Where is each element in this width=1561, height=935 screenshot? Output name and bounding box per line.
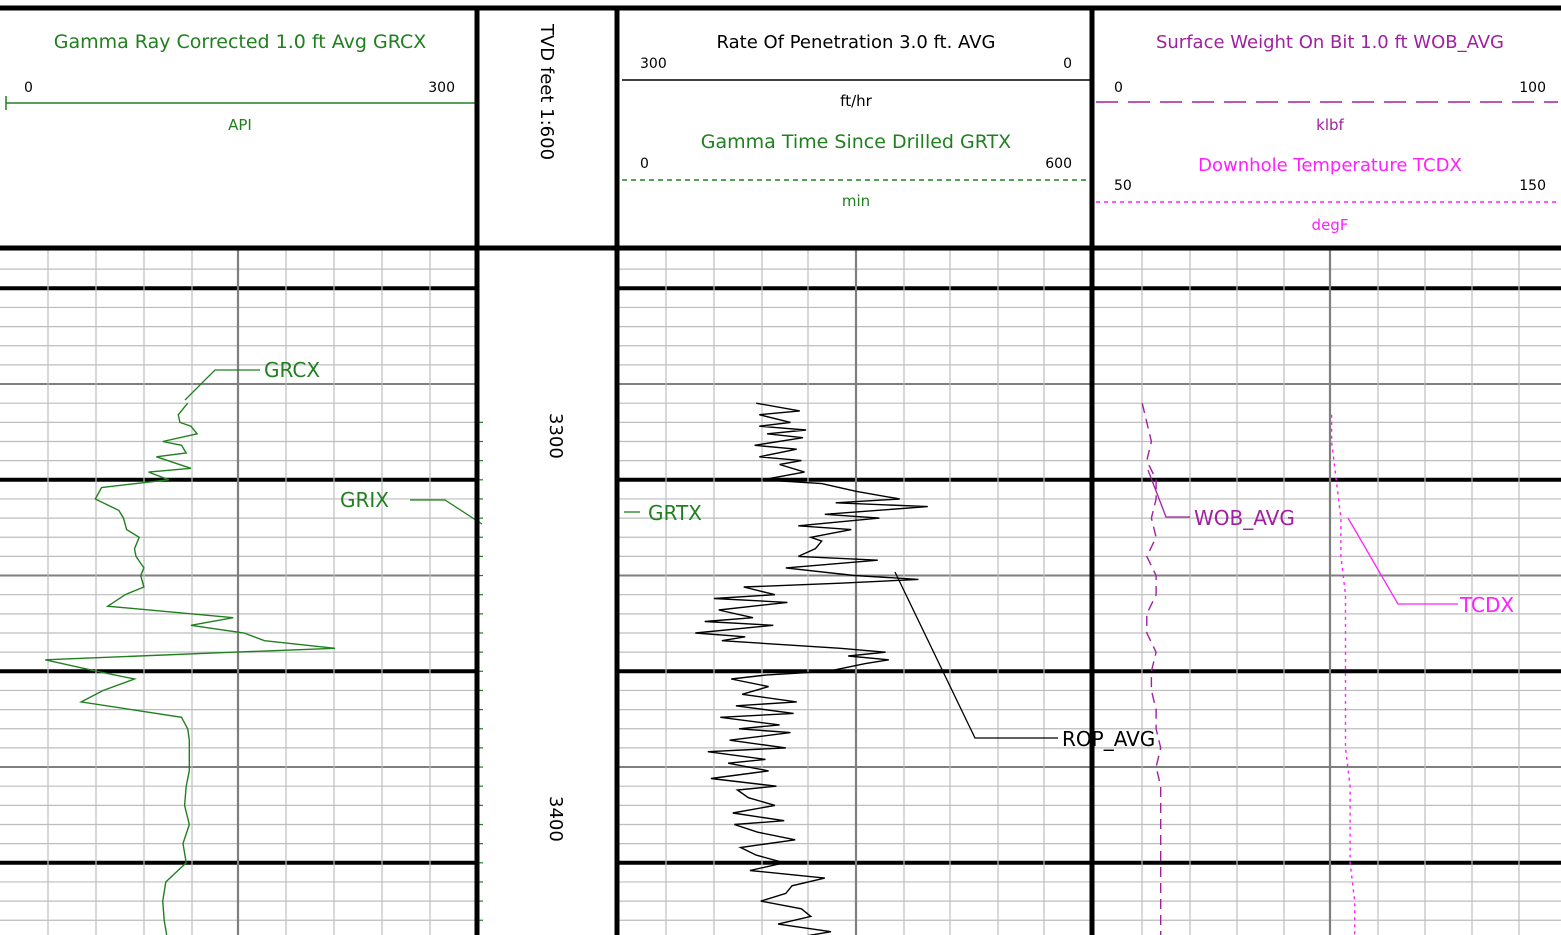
grtx-scale-max: 600	[1045, 156, 1072, 172]
grcx-title: Gamma Ray Corrected 1.0 ft Avg GRCX	[54, 31, 427, 53]
rop-scale-min: 300	[640, 56, 667, 72]
grcx-scale-max: 300	[428, 80, 455, 96]
curve-tcdx	[1330, 414, 1356, 935]
depth-track-header: TVD feet 1:600	[536, 23, 557, 160]
grtx-curve-label: GRTX	[648, 501, 702, 525]
wob-scale-max: 100	[1519, 80, 1546, 96]
grtx-title: Gamma Time Since Drilled GRTX	[701, 131, 1011, 153]
wob-leader	[1147, 469, 1190, 518]
curves-layer	[45, 402, 1356, 935]
tcdx-scale-min: 50	[1114, 178, 1132, 194]
track1-header: Gamma Ray Corrected 1.0 ft Avg GRCX 0 30…	[5, 31, 477, 134]
wob-scale-min: 0	[1114, 80, 1123, 96]
grtx-scale-min: 0	[640, 156, 649, 172]
grtx-unit: min	[842, 192, 870, 210]
grcx-curve-label: GRCX	[264, 358, 320, 382]
curve-rop-avg	[695, 402, 928, 935]
rop-unit: ft/hr	[840, 92, 872, 110]
grcx-leader	[184, 369, 260, 401]
curve-grcx	[45, 402, 336, 935]
rop-scale-max: 0	[1063, 56, 1072, 72]
curve-leaders	[184, 369, 1458, 739]
tcdx-leader	[1347, 517, 1458, 605]
grcx-unit: API	[228, 116, 252, 134]
tcdx-title: Downhole Temperature TCDX	[1198, 155, 1462, 176]
grid-layer	[0, 249, 1561, 935]
wob-unit: klbf	[1316, 116, 1344, 134]
tcdx-scale-max: 150	[1519, 178, 1546, 194]
track3-header: Rate Of Penetration 3.0 ft. AVG 300 0 ft…	[622, 32, 1090, 210]
tcdx-unit: degF	[1312, 216, 1349, 234]
depth-track-title: TVD feet 1:600	[536, 23, 557, 160]
depth-label-3400: 3400	[545, 796, 566, 842]
rop-curve-label: ROP_AVG	[1062, 727, 1155, 751]
track4-header: Surface Weight On Bit 1.0 ft WOB_AVG 0 1…	[1096, 32, 1558, 234]
rop-title: Rate Of Penetration 3.0 ft. AVG	[717, 32, 996, 53]
track-borders	[0, 5, 1561, 935]
grix-curve-label: GRIX	[340, 488, 389, 512]
wob-curve-label: WOB_AVG	[1194, 506, 1295, 530]
curve-wob-avg	[1141, 403, 1162, 935]
grcx-scale-min: 0	[24, 80, 33, 96]
rop-leader	[894, 571, 1058, 739]
grix-leader	[410, 499, 483, 525]
tcdx-curve-label: TCDX	[1459, 593, 1514, 617]
wob-title: Surface Weight On Bit 1.0 ft WOB_AVG	[1156, 32, 1504, 53]
depth-label-3300: 3300	[545, 413, 566, 459]
